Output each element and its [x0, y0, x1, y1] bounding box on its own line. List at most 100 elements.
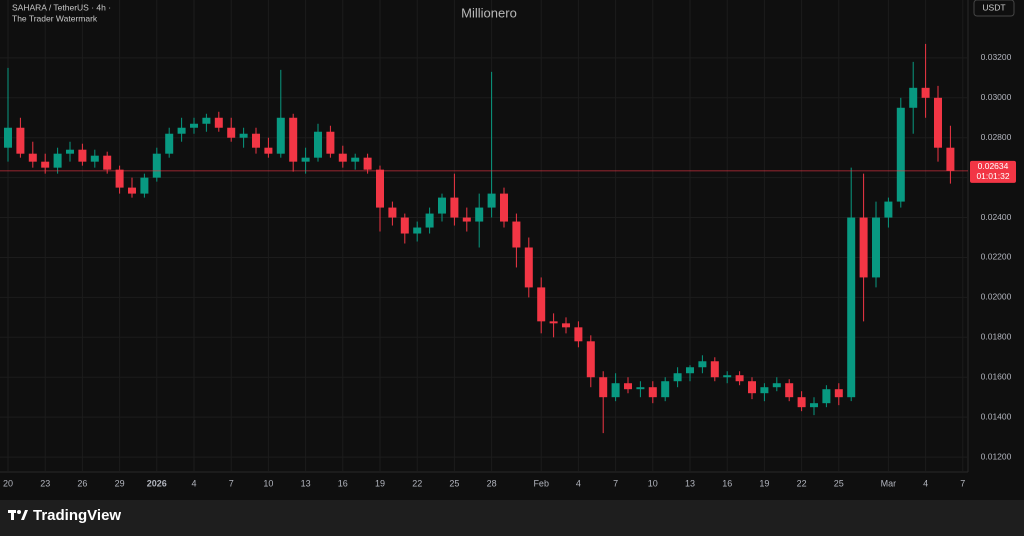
candle-body [462, 217, 471, 222]
candle-body [301, 157, 310, 162]
last-price-label: 0.02634 [978, 161, 1009, 171]
candle-body [611, 383, 620, 398]
x-tick-label: Feb [533, 478, 549, 488]
x-tick-label: 7 [613, 478, 618, 488]
x-tick-label: 29 [115, 478, 125, 488]
candle-body [202, 117, 211, 124]
x-tick-label: 25 [449, 478, 459, 488]
chart-title: Millionero [461, 5, 517, 20]
candle-body [673, 373, 682, 382]
candle-body [338, 153, 347, 162]
candle-body [661, 381, 670, 398]
x-tick-label: 10 [263, 478, 273, 488]
x-tick-label: 16 [722, 478, 732, 488]
watermark-label: The Trader Watermark [12, 13, 98, 23]
candle-body [524, 247, 533, 288]
candle-body [896, 107, 905, 202]
x-tick-label: 22 [412, 478, 422, 488]
candle-body [276, 117, 285, 154]
candle-body [822, 389, 831, 404]
candle-body [140, 177, 149, 194]
currency-badge[interactable] [973, 0, 1015, 17]
y-tick-label: 0.01200 [981, 451, 1012, 461]
candle-body [500, 193, 508, 222]
candle-body [921, 87, 930, 98]
candle-body [859, 217, 868, 278]
candle-body [90, 155, 99, 162]
candle-body [648, 387, 657, 398]
candle-body [264, 147, 273, 154]
candle-body [710, 361, 719, 378]
candle-body [326, 131, 335, 154]
candle-body [28, 153, 37, 162]
candle-body [314, 131, 322, 158]
candle-body [438, 197, 446, 214]
candle-body [4, 127, 12, 148]
candles [4, 43, 955, 434]
candle-body [624, 383, 632, 390]
x-tick-label: 2026 [147, 478, 167, 488]
candle-body [214, 117, 223, 128]
candle-body [797, 397, 806, 408]
candle-body [946, 147, 955, 171]
candle-body [239, 133, 248, 138]
x-tick-label: 25 [834, 478, 844, 488]
x-tick-label: 4 [191, 478, 196, 488]
candle-body [834, 389, 843, 398]
candle-body [351, 157, 360, 162]
x-tick-label: 7 [960, 478, 965, 488]
candle-body [376, 169, 384, 208]
candle-body [388, 207, 397, 218]
x-tick-label: 22 [797, 478, 807, 488]
candle-body [549, 321, 558, 324]
candle-body [723, 375, 732, 378]
candle-body [227, 127, 236, 138]
y-tick-label: 0.02000 [981, 292, 1012, 302]
candle-body [475, 207, 484, 222]
candle-body [686, 367, 694, 374]
candle-body [41, 161, 50, 168]
overlay: 0.01200 0.01400 0.01600 0.01800 0.02000 0.022… [0, 52, 1016, 488]
y-tick-label: 0.02400 [981, 212, 1012, 222]
x-tick-label: 19 [375, 478, 385, 488]
x-tick-label: 28 [487, 478, 497, 488]
candle-body [586, 341, 595, 378]
x-tick-label: 4 [923, 478, 928, 488]
last-price-badge [970, 160, 1016, 183]
y-tick-label: 0.01600 [981, 371, 1012, 381]
candle-body [363, 157, 372, 170]
countdown-label: 01:01:32 [976, 171, 1009, 181]
candle-body [748, 381, 756, 394]
candle-body [735, 375, 744, 382]
x-tick-label: 7 [229, 478, 234, 488]
candle-body [450, 197, 459, 218]
x-tick-label: 19 [759, 478, 769, 488]
candle-body [810, 403, 818, 408]
candle-body [128, 187, 136, 194]
candle-body [562, 323, 570, 328]
candle-body [252, 133, 260, 148]
candle-body [190, 123, 198, 128]
x-tick-label: 20 [3, 478, 13, 488]
candle-body [698, 361, 707, 368]
candle-body [537, 287, 546, 322]
currency-label[interactable]: USDT [982, 2, 1005, 12]
candle-body [16, 127, 25, 154]
candle-body [103, 155, 112, 170]
candle-body [884, 201, 893, 218]
y-tick-label: 0.03200 [981, 52, 1012, 62]
candle-body [772, 383, 781, 388]
candle-body [872, 217, 880, 278]
x-tick-label: Mar [881, 478, 897, 488]
candle-body [934, 97, 942, 148]
candle-body [115, 169, 124, 188]
candle-body [289, 117, 298, 162]
x-tick-label: 16 [338, 478, 348, 488]
x-tick-label: 26 [77, 478, 87, 488]
candle-body [425, 213, 434, 228]
candle-body [909, 87, 918, 108]
candle-body [636, 387, 645, 390]
candle-body [78, 149, 87, 162]
